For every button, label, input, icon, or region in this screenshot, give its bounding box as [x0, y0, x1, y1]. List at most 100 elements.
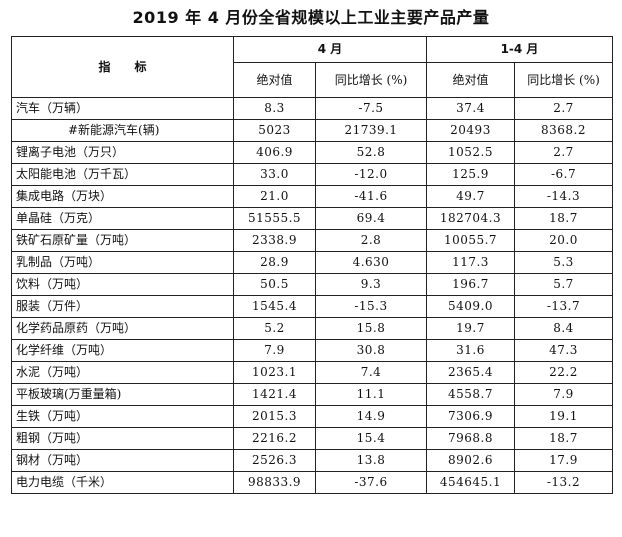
month-yoy-cell: 2.8	[315, 229, 427, 252]
ytd-yoy-cell: 17.9	[513, 449, 614, 472]
month-yoy-cell: -12.0	[315, 163, 427, 186]
table-row: 汽车（万辆） 8.3 -7.5 37.4 2.7	[11, 97, 614, 120]
ytd-yoy-cell: 20.0	[513, 229, 614, 252]
ytd-abs-cell: 1052.5	[426, 141, 515, 164]
month-abs-cell: 7.9	[233, 339, 316, 362]
row-name-cell: #新能源汽车(辆)	[11, 119, 234, 142]
month-yoy-cell: 14.9	[315, 405, 427, 428]
table-row: 单晶硅（万克） 51555.5 69.4 182704.3 18.7	[11, 207, 614, 230]
month-yoy-cell: 7.4	[315, 361, 427, 384]
table-row: 锂离子电池（万只） 406.9 52.8 1052.5 2.7	[11, 141, 614, 164]
row-name-cell: 水泥（万吨）	[11, 361, 234, 384]
month-yoy-cell: 15.8	[315, 317, 427, 340]
month-yoy-cell: 30.8	[315, 339, 427, 362]
month-abs-cell: 2526.3	[233, 449, 316, 472]
row-name-cell: 服装（万件）	[11, 295, 234, 318]
ytd-group-header: 1-4 月	[425, 36, 614, 63]
ytd-abs-cell: 125.9	[426, 163, 515, 186]
row-name-cell: 钢材（万吨）	[11, 449, 234, 472]
row-name-cell: 粗钢（万吨）	[11, 427, 234, 450]
ytd-abs-cell: 5409.0	[426, 295, 515, 318]
row-name-cell: 乳制品（万吨）	[11, 251, 234, 274]
ytd-abs-cell: 4558.7	[426, 383, 515, 406]
month-abs-cell: 33.0	[233, 163, 316, 186]
month-yoy-cell: -37.6	[315, 471, 427, 494]
ytd-abs-cell: 117.3	[426, 251, 515, 274]
month-yoy-cell: -15.3	[315, 295, 427, 318]
ytd-abs-cell: 454645.1	[426, 471, 515, 494]
ytd-abs-cell: 196.7	[426, 273, 515, 296]
month-abs-cell: 98833.9	[233, 471, 316, 494]
ytd-abs-cell: 2365.4	[426, 361, 515, 384]
month-abs-cell: 2338.9	[233, 229, 316, 252]
table-row: 电力电缆（千米） 98833.9 -37.6 454645.1 -13.2	[11, 471, 614, 494]
table-row: 化学纤维（万吨） 7.9 30.8 31.6 47.3	[11, 339, 614, 362]
month-yoy-cell: 9.3	[315, 273, 427, 296]
row-name-cell: 汽车（万辆）	[11, 97, 234, 120]
month-abs-cell: 1421.4	[233, 383, 316, 406]
ytd-abs-cell: 10055.7	[426, 229, 515, 252]
page-title: 2019 年 4 月份全省规模以上工业主要产品产量	[132, 8, 490, 27]
table-row: #新能源汽车(辆) 5023 21739.1 20493 8368.2	[11, 119, 614, 142]
table-row: 平板玻璃(万重量箱) 1421.4 11.1 4558.7 7.9	[11, 383, 614, 406]
table-row: 水泥（万吨） 1023.1 7.4 2365.4 22.2	[11, 361, 614, 384]
ytd-yoy-cell: -14.3	[513, 185, 614, 208]
row-name-cell: 铁矿石原矿量（万吨）	[11, 229, 234, 252]
ytd-yoy-cell: 22.2	[513, 361, 614, 384]
month-abs-cell: 50.5	[233, 273, 316, 296]
ytd-abs-cell: 19.7	[426, 317, 515, 340]
row-name-cell: 电力电缆（千米）	[11, 471, 234, 494]
month-abs-cell: 2015.3	[233, 405, 316, 428]
row-name-cell: 集成电路（万块）	[11, 185, 234, 208]
row-name-cell: 锂离子电池（万只）	[11, 141, 234, 164]
ytd-abs-cell: 7968.8	[426, 427, 515, 450]
table-row: 饮料（万吨） 50.5 9.3 196.7 5.7	[11, 273, 614, 296]
month-abs-cell: 1545.4	[233, 295, 316, 318]
month-yoy-cell: 69.4	[315, 207, 427, 230]
ytd-abs-cell: 37.4	[426, 97, 515, 120]
table-row: 生铁（万吨） 2015.3 14.9 7306.9 19.1	[11, 405, 614, 428]
ytd-abs-header: 绝对值	[426, 62, 515, 98]
month-abs-cell: 5.2	[233, 317, 316, 340]
ytd-yoy-cell: 19.1	[513, 405, 614, 428]
table-row: 化学药品原药（万吨） 5.2 15.8 19.7 8.4	[11, 317, 614, 340]
ytd-abs-cell: 8902.6	[426, 449, 515, 472]
production-table: 指 标 4 月 1-4 月 绝对值 同比增长 (%) 绝对值 同比增长 (%) …	[11, 36, 614, 494]
row-name-cell: 太阳能电池（万千瓦）	[11, 163, 234, 186]
table-row: 太阳能电池（万千瓦） 33.0 -12.0 125.9 -6.7	[11, 163, 614, 186]
month-yoy-cell: 52.8	[315, 141, 427, 164]
month-abs-cell: 5023	[233, 119, 316, 142]
ytd-yoy-cell: 7.9	[513, 383, 614, 406]
month-group-header: 4 月	[233, 36, 427, 63]
month-yoy-cell: -41.6	[315, 185, 427, 208]
ytd-abs-cell: 7306.9	[426, 405, 515, 428]
month-abs-header: 绝对值	[233, 62, 316, 98]
month-abs-cell: 51555.5	[233, 207, 316, 230]
ytd-yoy-cell: 18.7	[513, 427, 614, 450]
month-abs-cell: 28.9	[233, 251, 316, 274]
month-abs-cell: 1023.1	[233, 361, 316, 384]
ytd-yoy-cell: 2.7	[513, 141, 614, 164]
row-name-cell: 生铁（万吨）	[11, 405, 234, 428]
table-row: 乳制品（万吨） 28.9 4.630 117.3 5.3	[11, 251, 614, 274]
indicator-header: 指 标	[11, 36, 234, 98]
table-body: 汽车（万辆） 8.3 -7.5 37.4 2.7 #新能源汽车(辆) 5023 21739.1…	[11, 97, 614, 494]
month-yoy-cell: 4.630	[315, 251, 427, 274]
table-row: 钢材（万吨） 2526.3 13.8 8902.6 17.9	[11, 449, 614, 472]
month-abs-cell: 2216.2	[233, 427, 316, 450]
ytd-abs-cell: 182704.3	[426, 207, 515, 230]
ytd-yoy-cell: 5.7	[513, 273, 614, 296]
ytd-yoy-cell: 47.3	[513, 339, 614, 362]
row-name-cell: 化学药品原药（万吨）	[11, 317, 234, 340]
ytd-abs-cell: 20493	[426, 119, 515, 142]
month-yoy-cell: 11.1	[315, 383, 427, 406]
ytd-abs-cell: 31.6	[426, 339, 515, 362]
ytd-abs-cell: 49.7	[426, 185, 515, 208]
ytd-yoy-cell: -13.7	[513, 295, 614, 318]
ytd-yoy-cell: 5.3	[513, 251, 614, 274]
month-yoy-cell: 21739.1	[315, 119, 427, 142]
ytd-yoy-header: 同比增长 (%)	[513, 62, 614, 98]
month-yoy-cell: 15.4	[315, 427, 427, 450]
month-abs-cell: 21.0	[233, 185, 316, 208]
ytd-yoy-cell: -13.2	[513, 471, 614, 494]
